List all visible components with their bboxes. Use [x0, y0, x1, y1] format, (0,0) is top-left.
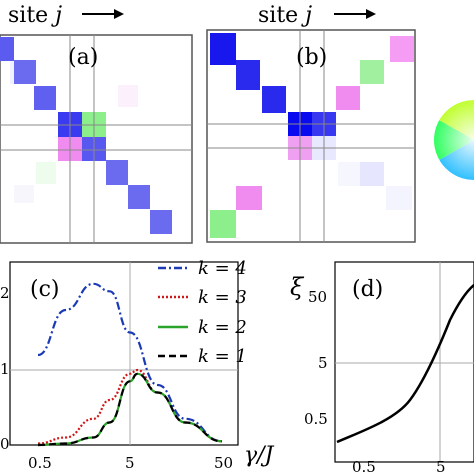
panel-a-label: (a) — [68, 45, 98, 70]
d-ylabel: ξ — [290, 273, 305, 301]
legend-k4: k = 4 — [198, 258, 247, 279]
panel-b: (b) — [206, 29, 416, 243]
panel-b-label: (b) — [296, 45, 327, 70]
panel-c-series — [37, 282, 223, 447]
panel-c: 2 1 0 0.5 5 50 (c) γ/J k = 4 k = 3 k = 2… — [0, 258, 275, 472]
site-label-a: site j — [8, 3, 124, 28]
d-xtick-5: 5 — [436, 458, 446, 474]
c-ytick-1: 1 — [0, 360, 10, 378]
panel-a: (a) — [0, 34, 193, 244]
legend-k2: k = 2 — [198, 317, 247, 338]
legend-k1: k = 1 — [198, 346, 247, 367]
site-label-b: site j — [258, 3, 376, 28]
c-xtick-50: 50 — [214, 454, 233, 472]
panel-c-label: (c) — [30, 277, 60, 302]
legend: k = 4 k = 3 k = 2 k = 1 — [158, 258, 247, 367]
d-xtick-0.5: 0.5 — [352, 458, 376, 474]
legend-k3: k = 3 — [198, 287, 247, 308]
color-wheel — [434, 100, 474, 180]
c-xlabel: γ/J — [244, 443, 275, 468]
panel-d-curve — [336, 284, 474, 444]
panel-d-label: (d) — [352, 277, 383, 302]
svg-text:site j: site j — [8, 3, 62, 28]
panel-d: ξ 50 5 0.5 0.5 5 (d) — [290, 261, 474, 474]
d-ytick-5: 5 — [318, 354, 328, 372]
d-ytick-50: 50 — [308, 288, 327, 306]
series-line-k1 — [37, 372, 223, 447]
d-ytick-0.5: 0.5 — [304, 410, 328, 428]
c-xtick-0.5: 0.5 — [28, 454, 52, 472]
series-line-k4 — [37, 282, 223, 443]
c-xtick-5: 5 — [125, 454, 135, 472]
c-ytick-0: 0 — [0, 435, 10, 453]
svg-text:site j: site j — [258, 3, 312, 28]
c-ytick-2: 2 — [0, 284, 10, 302]
